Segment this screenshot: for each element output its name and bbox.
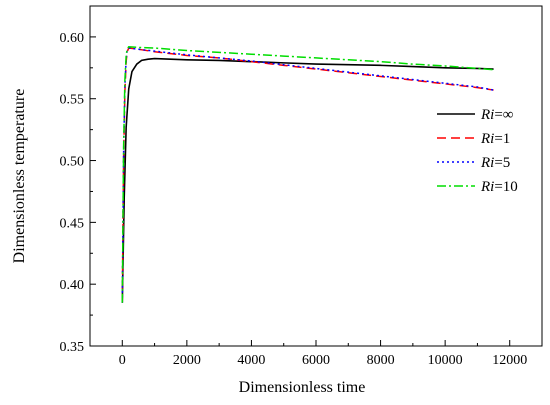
legend-label-2: Ri=5	[480, 155, 510, 171]
x-tick-label: 12000	[492, 353, 527, 368]
series-line-0	[121, 57, 494, 303]
y-axis-ticks: 0.35 0.40 0.45 0.50 0.55 0.60	[60, 5, 96, 355]
legend-value: =5	[494, 155, 510, 171]
y-tick-label: 0.40	[60, 278, 85, 293]
y-tick-label: 0.45	[60, 216, 85, 231]
legend-label-3: Ri=10	[480, 179, 518, 195]
series-lines	[121, 46, 494, 303]
plot-area-frame	[89, 5, 543, 347]
x-tick-label: 10000	[428, 353, 463, 368]
legend-label-1: Ri=1	[480, 131, 510, 147]
x-tick-label: 4000	[237, 353, 265, 368]
legend-value: =1	[494, 131, 510, 147]
legend: Ri=∞Ri=1Ri=5Ri=10	[437, 107, 518, 195]
x-tick-label: 2000	[173, 353, 201, 368]
legend-variable: Ri	[480, 131, 494, 147]
x-tick-label: 8000	[367, 353, 395, 368]
series-line-2	[121, 47, 494, 303]
legend-variable: Ri	[480, 107, 494, 123]
legend-value: =10	[494, 179, 517, 195]
series-line-3	[121, 46, 494, 303]
y-tick-label: 0.55	[60, 93, 85, 108]
x-axis-ticks: 0 2000 4000 6000 8000 10000 12000	[119, 340, 527, 368]
series-line-1	[121, 47, 494, 303]
x-axis-title: Dimensionless time	[239, 379, 366, 396]
legend-variable: Ri	[480, 155, 494, 171]
legend-value: =∞	[494, 107, 513, 123]
y-tick-label: 0.50	[60, 155, 85, 170]
y-tick-label: 0.60	[60, 31, 85, 46]
legend-label-0: Ri=∞	[480, 107, 514, 123]
y-tick-label: 0.35	[60, 340, 85, 355]
x-tick-label: 6000	[302, 353, 330, 368]
x-tick-label: 0	[119, 353, 126, 368]
y-axis-title: Dimensionless temperature	[11, 89, 28, 264]
legend-variable: Ri	[480, 179, 494, 195]
